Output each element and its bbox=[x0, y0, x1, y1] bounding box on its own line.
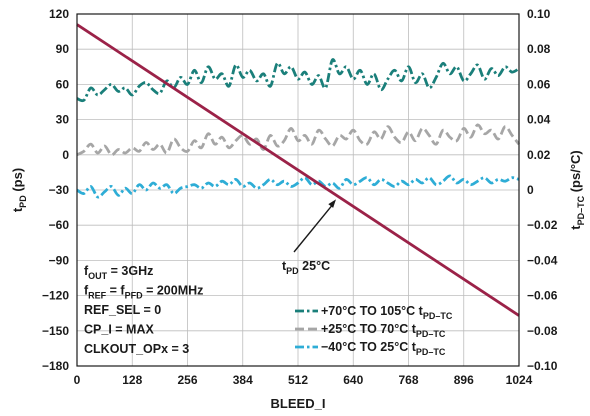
condition-text: fOUT = 3GHz bbox=[84, 264, 153, 281]
grid bbox=[77, 14, 519, 366]
annotations: tPD 25°C fOUT = 3GHz fREF = fPFD = 200MHz R… bbox=[84, 199, 336, 356]
x-tick-label: 256 bbox=[177, 373, 197, 387]
legend-label-mid: +25°C TO 70°C tPD–TC bbox=[321, 322, 446, 339]
y-right-tick-label: 0.08 bbox=[527, 42, 551, 56]
y-left-tick-label: −150 bbox=[42, 324, 69, 338]
legend-label-hot: +70°C TO 105°C tPD–TC bbox=[321, 304, 453, 321]
x-axis-title: BLEED_I bbox=[271, 396, 326, 411]
y-left-tick-label: −120 bbox=[42, 289, 69, 303]
x-tick-label: 512 bbox=[288, 373, 308, 387]
legend-label-cold: −40°C TO 25°C tPD–TC bbox=[321, 340, 446, 357]
tpd-25c-line bbox=[76, 23, 520, 317]
y-left-tick-label: −30 bbox=[49, 183, 70, 197]
y-left-tick-label: 90 bbox=[56, 42, 70, 56]
condition-text: fREF = fPFD = 200MHz bbox=[84, 284, 203, 301]
y-right-tick-label: −0.02 bbox=[527, 218, 558, 232]
series-layer bbox=[76, 23, 521, 317]
x-tick-label: 0 bbox=[74, 373, 81, 387]
x-tick-label: 896 bbox=[454, 373, 474, 387]
condition-text: CP_I = MAX bbox=[84, 323, 154, 337]
y-left-tick-label: 30 bbox=[56, 113, 70, 127]
axis-titles: BLEED_I tPD (ps) tPD–TC (ps/°C) bbox=[10, 150, 586, 411]
x-tick-label: 128 bbox=[122, 373, 142, 387]
y-right-tick-label: −0.04 bbox=[527, 253, 558, 267]
y-left-tick-label: −60 bbox=[49, 218, 70, 232]
condition-text: CLKOUT_OPx = 3 bbox=[84, 342, 189, 356]
x-tick-label: 640 bbox=[343, 373, 363, 387]
condition-text: REF_SEL = 0 bbox=[84, 303, 161, 317]
y-right-tick-label: −0.10 bbox=[527, 359, 558, 373]
x-tick-label: 1024 bbox=[506, 373, 533, 387]
series-line-mid bbox=[76, 123, 521, 157]
y-right-tick-label: 0.04 bbox=[527, 113, 551, 127]
y-left-tick-label: 60 bbox=[56, 77, 70, 91]
plot-frame bbox=[76, 13, 520, 367]
y-right-tick-label: −0.06 bbox=[527, 289, 558, 303]
plot-border bbox=[76, 13, 520, 367]
y-right-axis-title: tPD–TC (ps/°C) bbox=[568, 150, 586, 230]
y-right-tick-label: 0 bbox=[527, 183, 534, 197]
y-right-tick-label: −0.08 bbox=[527, 324, 558, 338]
x-tick-label: 384 bbox=[233, 373, 253, 387]
y-left-tick-label: −90 bbox=[49, 253, 70, 267]
x-tick-label: 768 bbox=[398, 373, 418, 387]
y-right-tick-label: 0.06 bbox=[527, 77, 551, 91]
series-line-cold bbox=[76, 174, 520, 199]
annotation-arrow-line bbox=[293, 204, 333, 253]
legend: +70°C TO 105°C tPD–TC+25°C TO 70°C tPD–T… bbox=[295, 304, 453, 357]
annotation-arrow-head bbox=[328, 199, 336, 208]
y-left-tick-label: −180 bbox=[42, 359, 69, 373]
tpd-25c-label: tPD 25°C bbox=[282, 259, 330, 276]
tick-labels: 0 128 256 384 512 640 768 896 1024 120 90 60 30 0 −30 −… bbox=[42, 7, 558, 387]
y-left-tick-label: 0 bbox=[62, 148, 69, 162]
y-right-tick-label: 0.10 bbox=[527, 7, 551, 21]
y-left-axis-title: tPD (ps) bbox=[10, 168, 28, 212]
series-line-hot bbox=[76, 58, 520, 103]
y-left-tick-label: 120 bbox=[49, 7, 69, 21]
y-right-tick-label: 0.02 bbox=[527, 148, 551, 162]
